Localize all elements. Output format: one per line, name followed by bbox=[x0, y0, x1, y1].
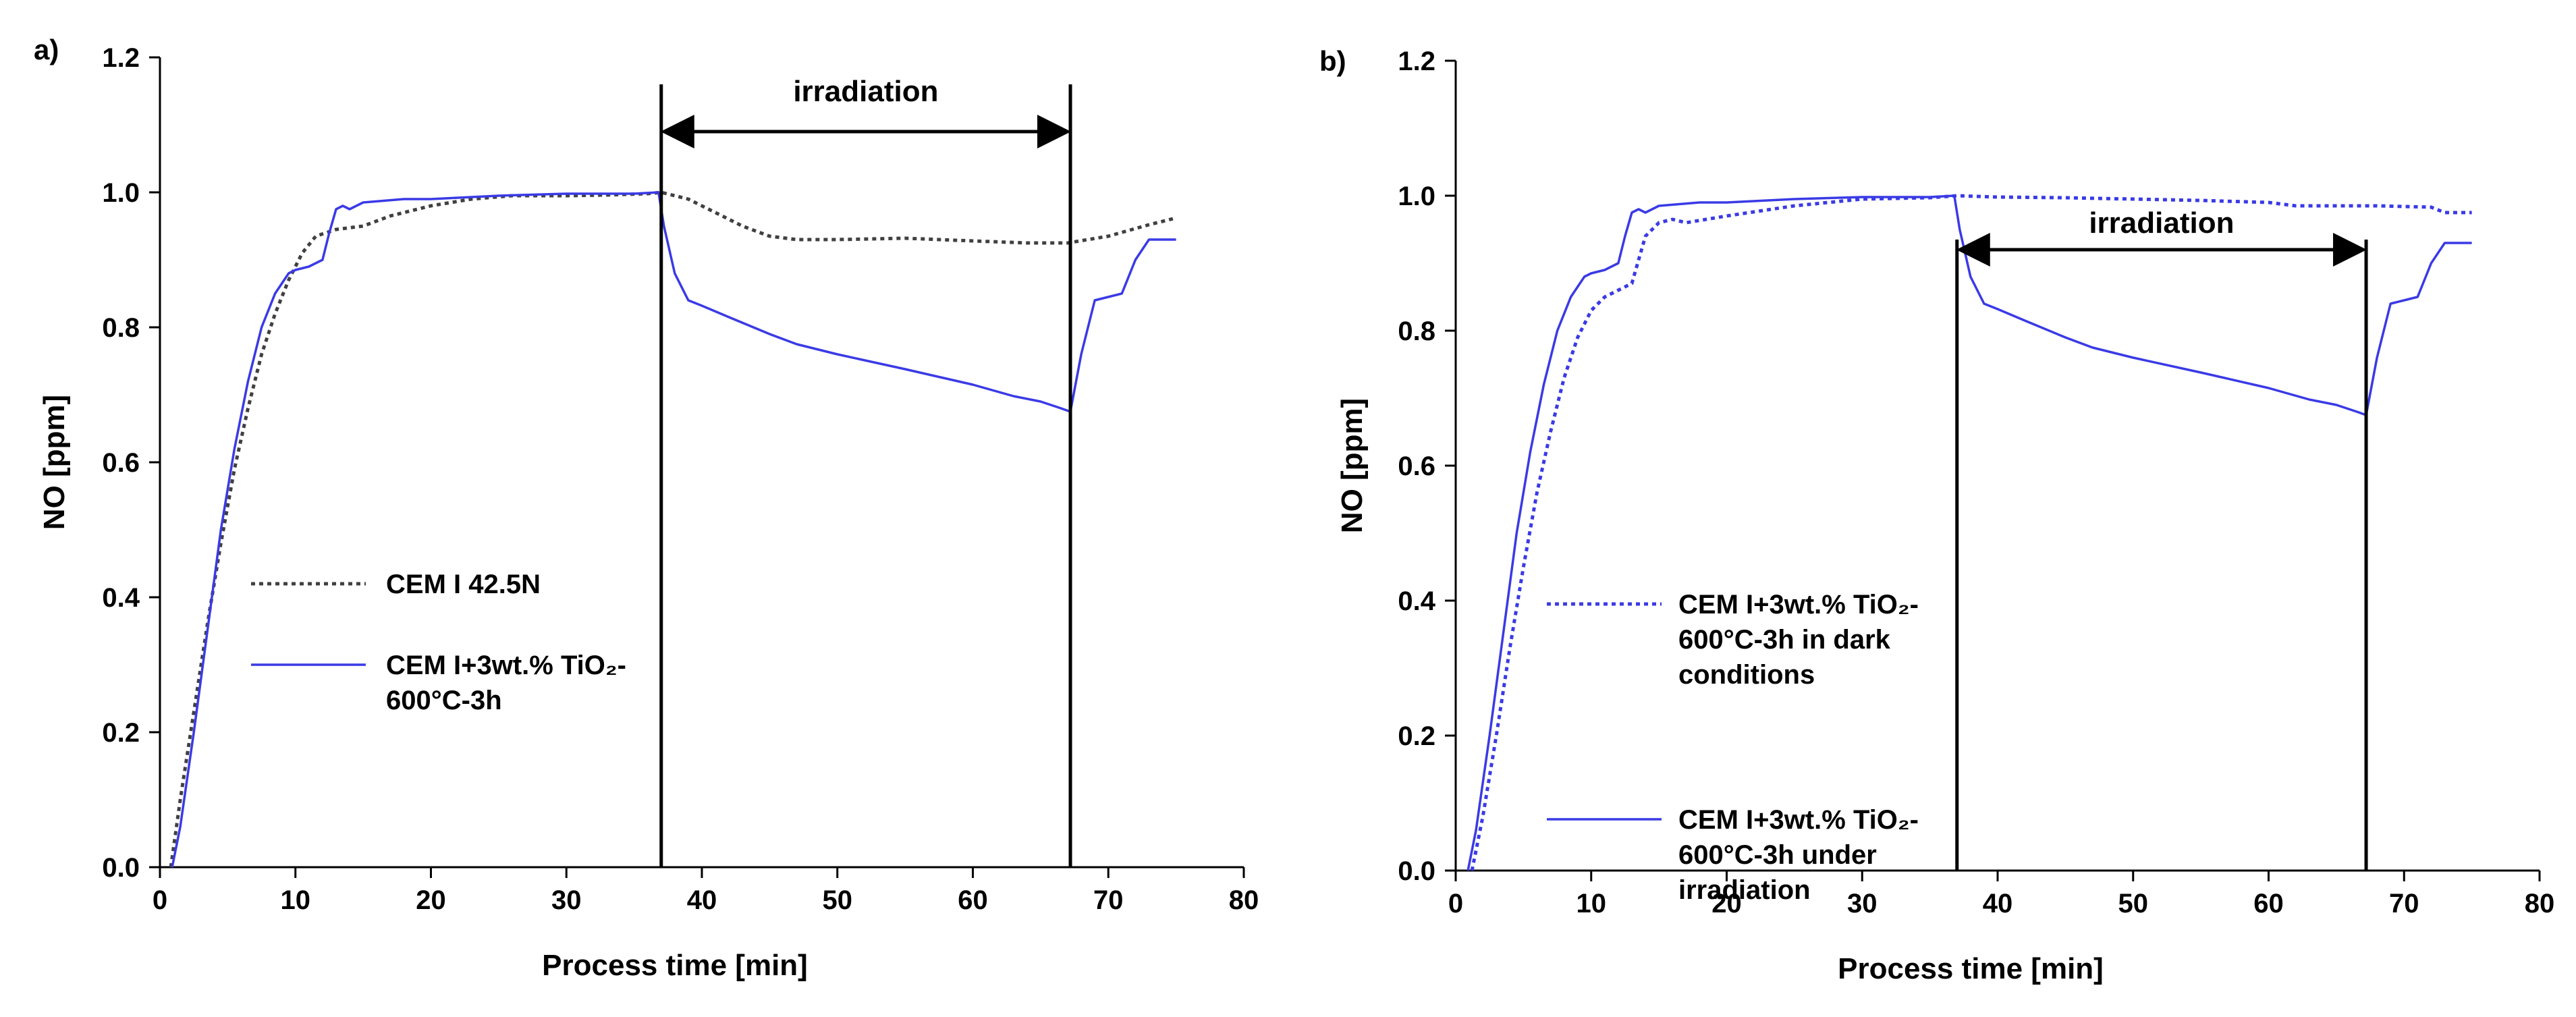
legend-text-line: CEM I+3wt.% TiO₂- bbox=[1678, 805, 1919, 835]
y-tick-label: 0.0 bbox=[1398, 856, 1435, 886]
y-axis-label: NO [ppm] bbox=[1336, 398, 1369, 533]
series-line-1 bbox=[169, 190, 1177, 868]
y-tick-label: 0.0 bbox=[102, 853, 140, 883]
y-tick-label: 1.2 bbox=[102, 43, 140, 73]
y-tick-label: 1.0 bbox=[102, 178, 140, 208]
x-tick-label: 40 bbox=[687, 885, 717, 915]
y-tick-label: 1.0 bbox=[1398, 182, 1435, 211]
legend-text-line: irradiation bbox=[1678, 875, 1811, 905]
legend-text-line: 600°C-3h bbox=[386, 686, 502, 715]
legend-text-line: CEM I+3wt.% TiO₂- bbox=[386, 651, 626, 680]
x-tick-label: 20 bbox=[1711, 889, 1742, 918]
y-tick-label: 0.2 bbox=[102, 718, 140, 748]
legend-text-line: 600°C-3h in dark bbox=[1678, 625, 1891, 655]
legend-text-line: CEM I+3wt.% TiO₂- bbox=[1678, 590, 1919, 620]
x-tick-label: 10 bbox=[1577, 889, 1607, 918]
series-line-2 bbox=[171, 191, 1176, 868]
x-tick-label: 80 bbox=[2525, 889, 2555, 918]
legend-label-1: CEM I+3wt.% TiO₂- 600°C-3h in dark conditi… bbox=[1678, 590, 1919, 690]
x-tick-label: 0 bbox=[153, 885, 167, 915]
legend-label-2: CEM I+3wt.% TiO₂- 600°C-3h bbox=[386, 651, 626, 715]
x-tick-label: 10 bbox=[281, 885, 311, 915]
x-tick-label: 80 bbox=[1229, 885, 1259, 915]
panel-b: 0.0 0.2 0.4 0.6 0.8 1.0 1.2 0 10 20 30 40 50 60 70 80 Pr… bbox=[1319, 45, 2554, 985]
x-tick-label: 30 bbox=[1847, 889, 1878, 918]
irradiation-label: irradiation bbox=[793, 75, 938, 108]
x-tick-label: 50 bbox=[2118, 889, 2149, 918]
panel-a: 0.0 0.2 0.4 0.6 0.8 1.0 1.2 0 10 20 30 40 50 60 70 80 Pr… bbox=[34, 34, 1259, 982]
y-tick-label: 0.6 bbox=[102, 448, 140, 478]
panel-label: a) bbox=[34, 34, 59, 65]
legend-text-line: conditions bbox=[1678, 660, 1815, 690]
y-tick-label: 0.8 bbox=[102, 313, 140, 343]
x-tick-label: 70 bbox=[2389, 889, 2419, 918]
y-axis-label: NO [ppm] bbox=[38, 395, 71, 530]
x-tick-label: 0 bbox=[1448, 889, 1463, 918]
legend-text-line: 600°C-3h under bbox=[1678, 840, 1877, 870]
y-tick-label: 0.8 bbox=[1398, 317, 1435, 346]
y-tick-label: 0.6 bbox=[1398, 451, 1435, 481]
x-tick-label: 30 bbox=[551, 885, 582, 915]
x-tick-label: 20 bbox=[416, 885, 446, 915]
panel-label: b) bbox=[1319, 45, 1346, 77]
x-tick-label: 60 bbox=[2253, 889, 2284, 918]
x-tick-label: 70 bbox=[1093, 885, 1124, 915]
y-tick-label: 0.4 bbox=[102, 583, 140, 613]
x-axis-label: Process time [min] bbox=[1838, 952, 2104, 985]
x-tick-label: 40 bbox=[1983, 889, 2013, 918]
series-line-2 bbox=[1467, 194, 2472, 871]
y-tick-label: 0.2 bbox=[1398, 721, 1435, 751]
legend-text-line: CEM I 42.5N bbox=[386, 570, 541, 599]
x-tick-label: 50 bbox=[823, 885, 853, 915]
legend-label-1: CEM I 42.5N bbox=[386, 570, 541, 599]
y-tick-label: 0.4 bbox=[1398, 586, 1435, 616]
y-tick-label: 1.2 bbox=[1398, 47, 1435, 76]
series-line-1 bbox=[1470, 194, 2472, 871]
x-tick-label: 60 bbox=[958, 885, 988, 915]
irradiation-label: irradiation bbox=[2089, 207, 2234, 240]
legend-label-2: CEM I+3wt.% TiO₂- 600°C-3h under irradiati… bbox=[1678, 805, 1919, 905]
x-axis-label: Process time [min] bbox=[542, 949, 808, 982]
